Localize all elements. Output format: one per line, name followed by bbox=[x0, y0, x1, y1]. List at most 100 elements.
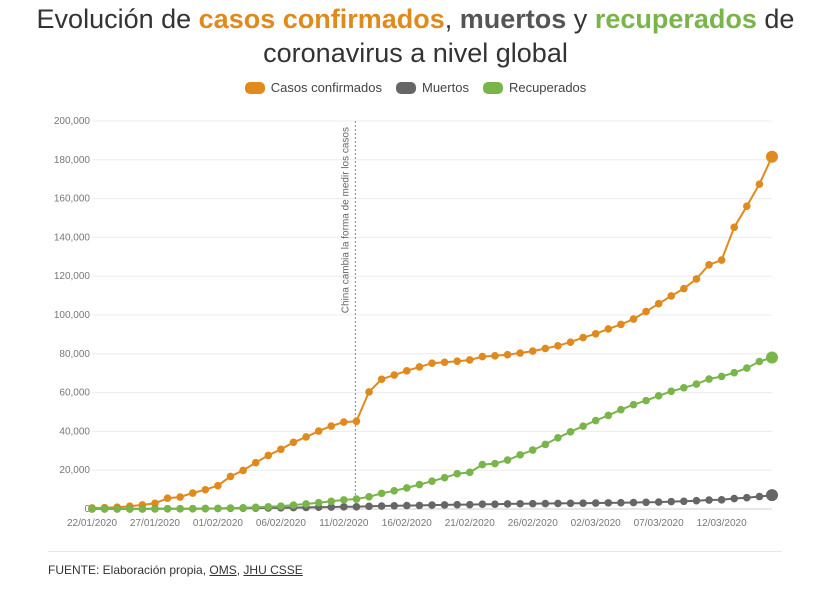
data-point-muertos bbox=[415, 501, 424, 510]
data-point-confirmados bbox=[541, 344, 550, 353]
data-point-recuperados bbox=[743, 364, 751, 372]
data-point-recuperados bbox=[642, 396, 650, 405]
x-tick-label: 11/02/2020 bbox=[319, 518, 369, 529]
data-point-muertos bbox=[453, 500, 461, 509]
data-point-recuperados bbox=[138, 505, 147, 513]
title-line2: coronavirus a nivel global bbox=[263, 38, 568, 68]
title-text: , bbox=[444, 4, 460, 34]
data-point-confirmados bbox=[176, 493, 184, 501]
data-point-muertos bbox=[705, 496, 713, 504]
data-point-confirmados bbox=[730, 223, 739, 232]
data-point-confirmados bbox=[654, 299, 663, 308]
data-point-muertos bbox=[554, 499, 562, 508]
data-point-recuperados bbox=[214, 504, 222, 513]
data-point-confirmados bbox=[604, 325, 613, 333]
x-tick-label: 22/01/2020 bbox=[67, 518, 117, 529]
data-point-recuperados bbox=[629, 400, 638, 409]
y-tick-label: 180,000 bbox=[54, 155, 91, 166]
data-point-recuperados bbox=[125, 505, 134, 513]
data-point-muertos bbox=[766, 489, 778, 502]
data-point-muertos bbox=[566, 499, 575, 508]
data-point-confirmados bbox=[277, 445, 285, 454]
data-point-confirmados bbox=[327, 422, 336, 430]
data-point-confirmados bbox=[680, 284, 688, 293]
title-text: y bbox=[566, 4, 595, 34]
data-point-muertos bbox=[428, 501, 436, 509]
data-point-muertos bbox=[491, 500, 499, 509]
data-point-recuperados bbox=[390, 486, 399, 495]
data-point-muertos bbox=[717, 496, 726, 504]
source-prefix: FUENTE: Elaboración propia, bbox=[48, 563, 210, 577]
data-point-recuperados bbox=[465, 468, 474, 477]
data-point-confirmados bbox=[289, 438, 298, 447]
data-point-recuperados bbox=[717, 372, 726, 381]
data-point-recuperados bbox=[352, 495, 361, 503]
data-point-confirmados bbox=[566, 338, 575, 346]
data-point-recuperados bbox=[188, 504, 197, 513]
data-point-recuperados bbox=[176, 504, 184, 513]
x-tick-label: 21/02/2020 bbox=[445, 518, 495, 529]
data-point-recuperados bbox=[302, 500, 310, 508]
source-note: FUENTE: Elaboración propia, OMS, JHU CSS… bbox=[48, 563, 303, 577]
legend-item-recuperados[interactable]: Recuperados bbox=[482, 80, 586, 95]
data-point-confirmados bbox=[377, 375, 386, 384]
data-point-recuperados bbox=[226, 504, 235, 512]
data-point-recuperados bbox=[453, 469, 461, 478]
data-point-recuperados bbox=[604, 411, 613, 420]
data-point-recuperados bbox=[403, 484, 411, 492]
y-tick-label: 160,000 bbox=[54, 194, 91, 205]
x-tick-label: 02/03/2020 bbox=[571, 518, 621, 529]
x-tick-label: 16/02/2020 bbox=[382, 518, 432, 529]
data-point-confirmados bbox=[692, 275, 701, 283]
data-point-confirmados bbox=[151, 499, 159, 508]
legend-item-muertos[interactable]: Muertos bbox=[395, 80, 469, 95]
data-point-confirmados bbox=[415, 363, 424, 371]
legend-item-confirmados[interactable]: Casos confirmados bbox=[244, 80, 382, 95]
legend-swatch-muertos bbox=[395, 81, 416, 94]
data-point-recuperados bbox=[516, 451, 524, 459]
data-point-confirmados bbox=[453, 357, 461, 365]
legend-swatch-confirmados bbox=[244, 81, 265, 94]
data-point-recuperados bbox=[415, 480, 424, 489]
data-point-muertos bbox=[465, 500, 474, 509]
source-link-oms[interactable]: OMS bbox=[209, 563, 237, 577]
y-tick-label: 80,000 bbox=[59, 349, 90, 360]
data-point-muertos bbox=[377, 502, 386, 510]
data-point-recuperados bbox=[239, 503, 247, 512]
data-point-recuperados bbox=[705, 375, 713, 383]
data-point-muertos bbox=[654, 498, 663, 506]
data-point-recuperados bbox=[680, 383, 688, 392]
data-point-recuperados bbox=[554, 433, 562, 442]
title-recuperados: recuperados bbox=[594, 4, 757, 34]
data-point-muertos bbox=[579, 499, 587, 507]
data-point-confirmados bbox=[465, 356, 474, 364]
data-point-recuperados bbox=[617, 405, 625, 414]
data-point-recuperados bbox=[314, 498, 323, 507]
data-point-muertos bbox=[617, 498, 625, 507]
data-point-confirmados bbox=[743, 202, 751, 210]
data-point-confirmados bbox=[617, 320, 625, 329]
data-point-recuperados bbox=[503, 456, 512, 464]
data-point-confirmados bbox=[251, 458, 260, 467]
data-point-confirmados bbox=[766, 150, 778, 163]
data-point-confirmados bbox=[226, 472, 235, 481]
data-point-confirmados bbox=[478, 352, 487, 361]
data-point-confirmados bbox=[214, 481, 222, 490]
data-point-recuperados bbox=[579, 422, 587, 430]
source-link-jhu[interactable]: JHU CSSE bbox=[243, 563, 303, 577]
data-point-recuperados bbox=[491, 459, 499, 468]
data-point-recuperados bbox=[365, 492, 373, 501]
data-point-recuperados bbox=[113, 505, 121, 513]
data-point-recuperados bbox=[440, 473, 449, 482]
data-point-recuperados bbox=[654, 391, 663, 400]
data-point-muertos bbox=[667, 497, 676, 506]
data-point-recuperados bbox=[377, 489, 386, 498]
data-point-confirmados bbox=[365, 388, 373, 396]
data-point-recuperados bbox=[730, 368, 739, 377]
data-point-recuperados bbox=[340, 496, 348, 504]
series-line-recuperados bbox=[92, 356, 773, 510]
data-point-confirmados bbox=[403, 367, 411, 375]
y-tick-label: 40,000 bbox=[59, 426, 90, 437]
data-point-confirmados bbox=[755, 180, 764, 188]
data-point-muertos bbox=[327, 503, 336, 511]
